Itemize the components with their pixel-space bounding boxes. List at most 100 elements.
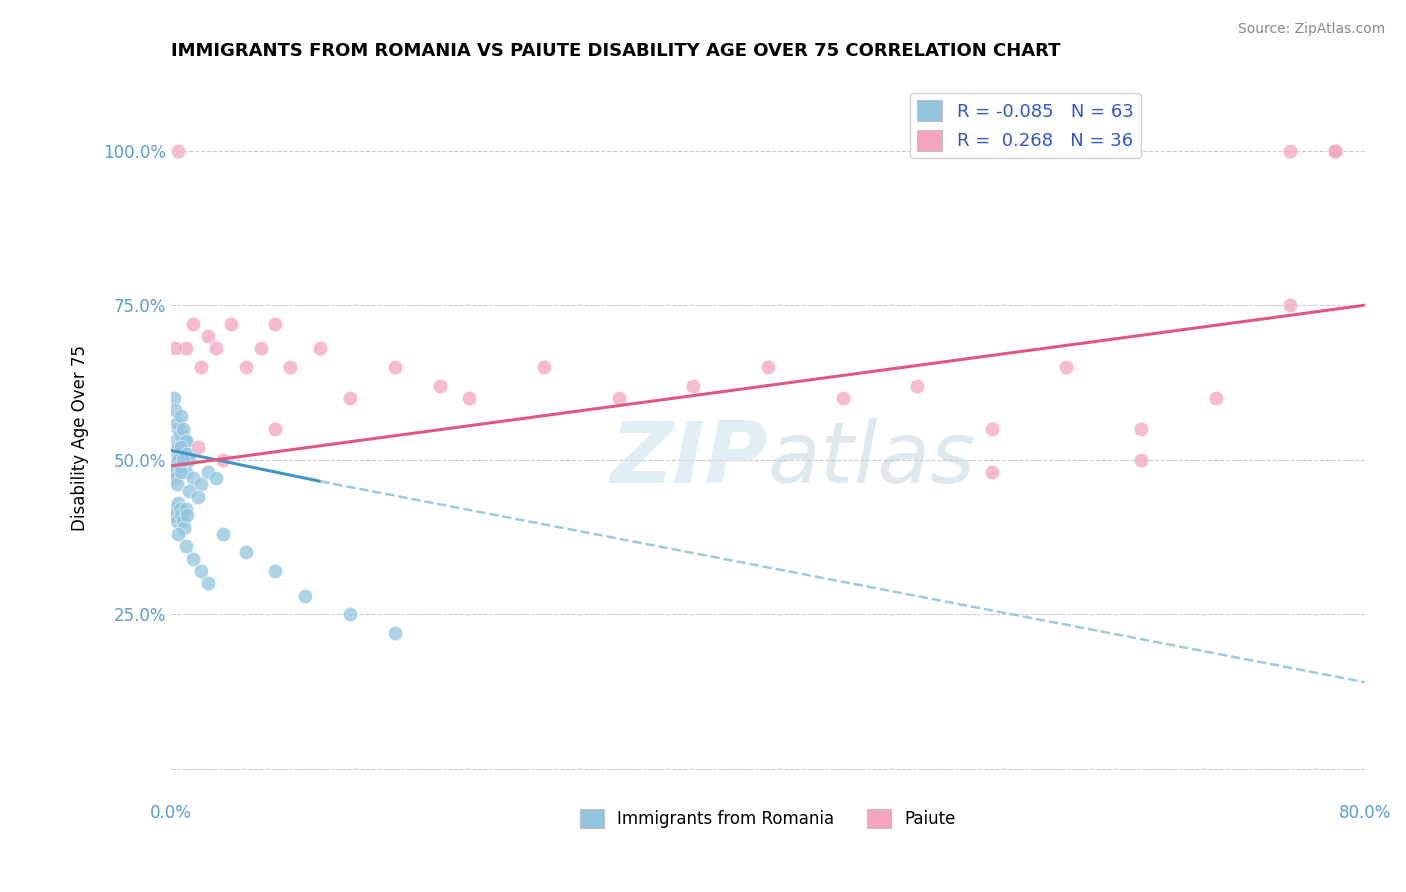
Point — [165, 403, 187, 417]
Text: atlas: atlas — [768, 418, 976, 501]
Point — [197, 329, 219, 343]
Point — [280, 359, 302, 374]
Point — [190, 477, 212, 491]
Point — [172, 452, 194, 467]
Point — [176, 508, 198, 523]
Point — [167, 440, 190, 454]
Point — [980, 422, 1002, 436]
Point — [165, 434, 187, 449]
Point — [169, 428, 191, 442]
Point — [264, 564, 287, 578]
Point — [204, 471, 226, 485]
Point — [294, 589, 316, 603]
Point — [183, 551, 205, 566]
Point — [166, 515, 188, 529]
Point — [170, 440, 193, 454]
Point — [167, 446, 190, 460]
Text: Source: ZipAtlas.com: Source: ZipAtlas.com — [1237, 22, 1385, 37]
Point — [682, 378, 704, 392]
Point — [1054, 359, 1077, 374]
Point — [173, 458, 195, 473]
Point — [165, 508, 187, 523]
Point — [174, 502, 197, 516]
Point — [183, 317, 205, 331]
Point — [170, 446, 193, 460]
Point — [173, 452, 195, 467]
Point — [167, 496, 190, 510]
Text: IMMIGRANTS FROM ROMANIA VS PAIUTE DISABILITY AGE OVER 75 CORRELATION CHART: IMMIGRANTS FROM ROMANIA VS PAIUTE DISABI… — [172, 42, 1060, 60]
Point — [173, 521, 195, 535]
Point — [197, 576, 219, 591]
Point — [163, 458, 186, 473]
Point — [1323, 144, 1346, 158]
Point — [219, 317, 242, 331]
Point — [190, 359, 212, 374]
Point — [183, 471, 205, 485]
Point — [170, 508, 193, 523]
Point — [163, 502, 186, 516]
Point — [177, 452, 200, 467]
Point — [1323, 144, 1346, 158]
Point — [176, 446, 198, 460]
Y-axis label: Disability Age Over 75: Disability Age Over 75 — [72, 345, 89, 531]
Point — [163, 465, 186, 479]
Point — [533, 359, 555, 374]
Point — [1205, 391, 1227, 405]
Point — [980, 465, 1002, 479]
Point — [905, 378, 928, 392]
Point — [756, 359, 779, 374]
Point — [235, 545, 257, 559]
Point — [176, 446, 198, 460]
Point — [187, 440, 209, 454]
Point — [169, 440, 191, 454]
Point — [166, 452, 188, 467]
Point — [167, 422, 190, 436]
Point — [458, 391, 481, 405]
Legend: Immigrants from Romania, Paiute: Immigrants from Romania, Paiute — [574, 802, 962, 835]
Point — [167, 526, 190, 541]
Point — [429, 378, 451, 392]
Point — [339, 607, 361, 622]
Point — [1130, 452, 1153, 467]
Point — [831, 391, 853, 405]
Point — [174, 465, 197, 479]
Text: ZIP: ZIP — [610, 418, 768, 501]
Point — [165, 342, 187, 356]
Point — [249, 342, 271, 356]
Point — [197, 465, 219, 479]
Point — [173, 452, 195, 467]
Point — [169, 458, 191, 473]
Point — [384, 359, 406, 374]
Point — [172, 422, 194, 436]
Point — [163, 391, 186, 405]
Point — [1279, 144, 1302, 158]
Point — [166, 477, 188, 491]
Point — [235, 359, 257, 374]
Point — [309, 342, 332, 356]
Point — [166, 416, 188, 430]
Point — [170, 409, 193, 424]
Point — [167, 452, 190, 467]
Point — [172, 428, 194, 442]
Point — [339, 391, 361, 405]
Point — [1279, 298, 1302, 312]
Point — [607, 391, 630, 405]
Point — [172, 452, 194, 467]
Point — [174, 342, 197, 356]
Point — [165, 452, 187, 467]
Point — [212, 452, 235, 467]
Point — [174, 539, 197, 553]
Point — [187, 490, 209, 504]
Point — [212, 526, 235, 541]
Point — [177, 483, 200, 498]
Point — [264, 422, 287, 436]
Point — [190, 564, 212, 578]
Point — [169, 502, 191, 516]
Point — [167, 144, 190, 158]
Point — [264, 317, 287, 331]
Point — [1130, 422, 1153, 436]
Point — [169, 452, 191, 467]
Point — [166, 465, 188, 479]
Point — [174, 434, 197, 449]
Point — [172, 515, 194, 529]
